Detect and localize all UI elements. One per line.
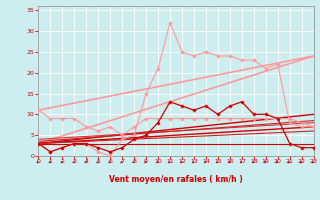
X-axis label: Vent moyen/en rafales ( km/h ): Vent moyen/en rafales ( km/h ) (109, 175, 243, 184)
